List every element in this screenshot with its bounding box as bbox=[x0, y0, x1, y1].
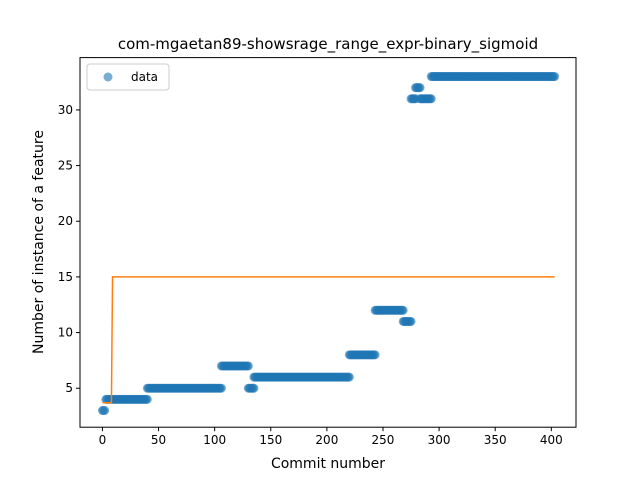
y-tick-label: 10 bbox=[58, 326, 73, 340]
y-tick-label: 15 bbox=[58, 270, 73, 284]
x-tick-label: 100 bbox=[203, 433, 226, 447]
data-point bbox=[550, 72, 560, 82]
data-point bbox=[216, 383, 226, 393]
y-axis-label: Number of instance of a feature bbox=[31, 130, 47, 354]
data-point bbox=[398, 305, 408, 315]
legend-frame bbox=[86, 63, 170, 91]
x-tick-label: 350 bbox=[484, 433, 507, 447]
data-point bbox=[142, 394, 152, 404]
x-tick-label: 400 bbox=[540, 433, 563, 447]
data-point bbox=[243, 361, 253, 371]
data-point bbox=[426, 94, 436, 104]
x-tick-label: 0 bbox=[99, 433, 107, 447]
y-tick-label: 30 bbox=[58, 103, 73, 117]
x-axis: 0 50 100 150 200 250 300 350 400 bbox=[99, 427, 563, 447]
data-point bbox=[406, 316, 416, 326]
y-tick-label: 25 bbox=[58, 159, 73, 173]
x-tick-label: 50 bbox=[151, 433, 166, 447]
legend-marker-data bbox=[103, 72, 113, 82]
fit-line bbox=[102, 276, 555, 404]
chart-title: com-mgaetan89-showsrage_range_expr-binar… bbox=[118, 35, 538, 54]
y-tick-label: 5 bbox=[65, 381, 73, 395]
plot-area bbox=[97, 72, 560, 415]
y-axis: 5 10 15 20 25 30 bbox=[58, 103, 80, 395]
legend-label-data: data bbox=[131, 70, 158, 84]
x-tick-label: 200 bbox=[315, 433, 338, 447]
x-tick-label: 250 bbox=[372, 433, 395, 447]
data-point bbox=[344, 372, 354, 382]
data-point bbox=[370, 350, 380, 360]
x-tick-label: 150 bbox=[259, 433, 282, 447]
x-axis-label: Commit number bbox=[271, 456, 385, 472]
y-tick-label: 20 bbox=[58, 214, 73, 228]
data-point bbox=[415, 83, 425, 93]
legend: data bbox=[86, 63, 170, 91]
plot-frame bbox=[79, 57, 577, 428]
data-point bbox=[100, 406, 110, 415]
data-point bbox=[249, 383, 259, 393]
x-tick-label: 300 bbox=[428, 433, 451, 447]
